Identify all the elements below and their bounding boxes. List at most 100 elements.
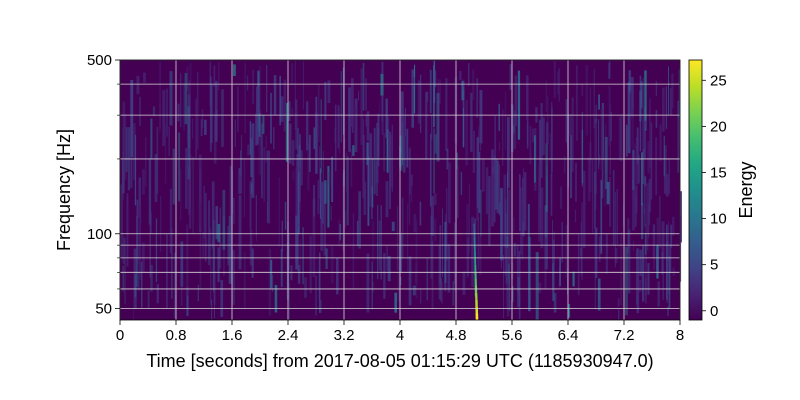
energy-stripe — [643, 176, 646, 214]
energy-stripe — [386, 129, 389, 173]
energy-stripe — [429, 69, 432, 114]
energy-stripe — [509, 299, 512, 310]
energy-stripe — [171, 228, 173, 299]
energy-stripe — [544, 237, 547, 289]
energy-stripe — [644, 120, 647, 130]
energy-stripe — [210, 84, 213, 143]
energy-stripe — [308, 134, 311, 172]
energy-stripe — [506, 236, 509, 309]
energy-stripe — [542, 117, 545, 156]
energy-stripe — [379, 100, 381, 144]
energy-stripe — [213, 219, 215, 293]
energy-stripe — [478, 151, 481, 213]
energy-stripe — [220, 279, 224, 318]
energy-stripe — [431, 114, 433, 140]
energy-stripe — [217, 62, 220, 91]
energy-stripe — [247, 144, 250, 156]
colorbar-tick-label: 5 — [710, 257, 718, 274]
energy-stripe — [463, 108, 465, 148]
energy-stripe — [309, 235, 312, 294]
energy-stripe — [644, 209, 646, 227]
energy-stripe — [122, 160, 124, 201]
energy-stripe — [529, 125, 532, 165]
energy-stripe — [139, 205, 142, 280]
energy-stripe — [344, 137, 346, 149]
energy-stripe — [575, 209, 577, 223]
x-tick-label: 0.8 — [166, 327, 187, 344]
energy-stripe — [320, 99, 322, 174]
energy-stripe — [122, 236, 125, 264]
y-axis-label: Frequency [Hz] — [54, 129, 74, 251]
x-tick-label: 8 — [676, 327, 684, 344]
x-axis-ticks: 0 0.8 1.6 2.4 3.2 4 4.8 5.6 6.4 7.2 8 — [116, 320, 684, 344]
energy-stripe — [141, 261, 143, 308]
energy-stripe — [143, 72, 146, 83]
energy-stripe — [496, 160, 500, 214]
energy-stripe — [647, 141, 650, 174]
energy-stripe — [221, 89, 224, 147]
energy-stripe — [668, 221, 670, 262]
energy-stripe — [358, 191, 361, 249]
energy-stripe — [617, 298, 620, 307]
energy-stripe — [567, 304, 571, 318]
energy-stripe — [598, 154, 601, 165]
energy-stripe — [635, 273, 638, 296]
energy-stripe — [608, 62, 611, 79]
energy-stripe — [313, 185, 315, 217]
energy-stripe — [336, 257, 339, 295]
energy-stripe — [270, 259, 273, 289]
energy-stripe — [149, 209, 151, 278]
energy-stripe — [366, 253, 370, 313]
energy-stripe — [318, 259, 321, 300]
energy-stripe — [552, 239, 555, 275]
energy-stripe — [291, 63, 293, 85]
energy-stripe — [646, 183, 649, 251]
colorbar-tick-label: 10 — [710, 211, 727, 228]
energy-stripe — [317, 84, 320, 142]
energy-stripe — [414, 64, 416, 114]
energy-stripes — [120, 60, 682, 320]
energy-stripe — [600, 179, 603, 254]
colorbar-tick-label: 20 — [710, 118, 727, 135]
energy-stripe — [433, 128, 435, 194]
energy-stripe — [488, 176, 491, 246]
energy-stripe — [419, 74, 422, 133]
energy-stripe — [327, 166, 330, 228]
energy-stripe — [498, 103, 500, 131]
energy-stripe — [513, 217, 515, 232]
energy-stripe — [371, 261, 373, 310]
energy-stripe — [650, 122, 653, 200]
energy-stripe — [612, 169, 615, 246]
energy-stripe — [335, 104, 337, 172]
energy-stripe — [678, 69, 681, 146]
energy-stripe — [177, 103, 180, 122]
energy-stripe — [280, 249, 283, 287]
energy-stripe — [636, 248, 640, 314]
energy-stripe — [267, 150, 270, 224]
energy-stripe — [662, 87, 665, 132]
energy-stripe — [148, 159, 152, 225]
energy-stripe — [547, 95, 549, 129]
energy-stripe — [452, 281, 455, 306]
energy-stripe — [643, 107, 646, 159]
energy-stripe — [244, 252, 246, 310]
energy-stripe — [263, 147, 265, 202]
energy-stripe — [609, 177, 611, 227]
energy-stripe — [480, 189, 482, 237]
energy-stripe — [297, 171, 300, 234]
energy-stripe — [186, 224, 189, 296]
energy-stripe — [397, 245, 400, 302]
energy-stripe — [387, 256, 391, 282]
energy-stripe — [350, 148, 353, 187]
energy-stripe — [244, 62, 246, 134]
energy-stripe — [669, 244, 672, 273]
energy-stripe — [376, 122, 378, 196]
energy-stripe — [642, 77, 645, 149]
energy-stripe — [637, 154, 640, 184]
energy-stripe — [342, 173, 344, 252]
energy-stripe — [287, 101, 291, 121]
energy-stripe — [419, 201, 422, 226]
energy-stripe — [461, 80, 465, 101]
energy-stripe — [629, 90, 632, 148]
energy-stripe — [292, 170, 294, 181]
